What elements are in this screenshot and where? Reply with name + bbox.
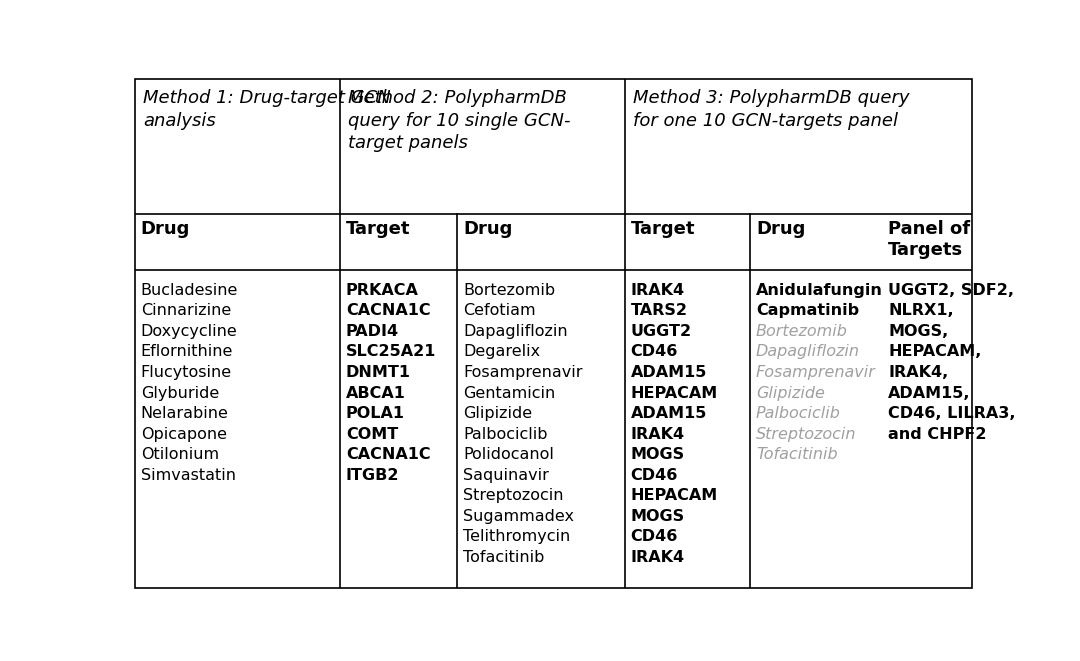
Text: Doxycycline: Doxycycline [140,324,238,339]
Text: MOGS: MOGS [631,447,685,462]
Text: Capmatinib: Capmatinib [756,303,860,319]
Text: Method 1: Drug-target GCN
analysis: Method 1: Drug-target GCN analysis [144,89,391,130]
Text: Dapagliflozin: Dapagliflozin [756,344,860,360]
Text: PADI4: PADI4 [346,324,399,339]
Text: Nelarabine: Nelarabine [140,406,229,421]
Text: Palbociclib: Palbociclib [463,426,548,442]
Text: CD46: CD46 [631,467,678,483]
Text: Polidocanol: Polidocanol [463,447,554,462]
Text: ABCA1: ABCA1 [346,385,406,401]
Text: and CHPF2: and CHPF2 [889,426,987,442]
Text: Bortezomib: Bortezomib [756,324,848,339]
Text: POLA1: POLA1 [346,406,405,421]
Text: HEPACAM: HEPACAM [631,488,718,503]
Text: ADAM15,: ADAM15, [889,385,971,401]
Text: Anidulafungin: Anidulafungin [756,283,883,298]
Text: ADAM15: ADAM15 [631,365,707,380]
Text: IRAK4,: IRAK4, [889,365,948,380]
Text: Method 3: PolypharmDB query
for one 10 GCN-targets panel: Method 3: PolypharmDB query for one 10 G… [633,89,909,130]
Text: CACNA1C: CACNA1C [346,303,431,319]
Text: TARS2: TARS2 [631,303,688,319]
Text: Saquinavir: Saquinavir [463,467,549,483]
Text: Gentamicin: Gentamicin [463,385,555,401]
Text: Target: Target [631,220,696,239]
Text: Otilonium: Otilonium [140,447,219,462]
Text: Glipizide: Glipizide [756,385,825,401]
Text: Eflornithine: Eflornithine [140,344,233,360]
Text: HEPACAM,: HEPACAM, [889,344,982,360]
Text: Bortezomib: Bortezomib [463,283,555,298]
Text: ADAM15: ADAM15 [631,406,707,421]
Text: Opicapone: Opicapone [140,426,227,442]
Text: UGGT2, SDF2,: UGGT2, SDF2, [889,283,1014,298]
Text: Degarelix: Degarelix [463,344,540,360]
Text: Glipizide: Glipizide [463,406,532,421]
Text: Cinnarizine: Cinnarizine [140,303,231,319]
Text: MOGS: MOGS [631,509,685,524]
Text: Fosamprenavir: Fosamprenavir [463,365,582,380]
Text: ITGB2: ITGB2 [346,467,400,483]
Text: CACNA1C: CACNA1C [346,447,431,462]
Text: Palbociclib: Palbociclib [756,406,841,421]
Text: Drug: Drug [140,220,190,239]
Text: Sugammadex: Sugammadex [463,509,575,524]
Text: Fosamprenavir: Fosamprenavir [756,365,876,380]
Text: CD46: CD46 [631,344,678,360]
Text: IRAK4: IRAK4 [631,550,685,564]
Text: SLC25A21: SLC25A21 [346,344,436,360]
Text: Bucladesine: Bucladesine [140,283,239,298]
Text: Simvastatin: Simvastatin [140,467,235,483]
Text: NLRX1,: NLRX1, [889,303,954,319]
Text: Tofacitinib: Tofacitinib [463,550,544,564]
Text: Method 2: PolypharmDB
query for 10 single GCN-
target panels: Method 2: PolypharmDB query for 10 singl… [349,89,571,152]
Text: PRKACA: PRKACA [346,283,419,298]
Text: Glyburide: Glyburide [140,385,219,401]
Text: COMT: COMT [346,426,399,442]
Text: Streptozocin: Streptozocin [756,426,856,442]
Text: Cefotiam: Cefotiam [463,303,536,319]
Text: UGGT2: UGGT2 [631,324,691,339]
Text: Streptozocin: Streptozocin [463,488,564,503]
Text: IRAK4: IRAK4 [631,283,685,298]
Text: HEPACAM: HEPACAM [631,385,718,401]
Text: Panel of
Targets: Panel of Targets [889,220,971,259]
Text: Tofacitinib: Tofacitinib [756,447,838,462]
Text: MOGS,: MOGS, [889,324,948,339]
Text: CD46, LILRA3,: CD46, LILRA3, [889,406,1016,421]
Text: Telithromycin: Telithromycin [463,529,570,544]
Text: Drug: Drug [463,220,513,239]
Text: Drug: Drug [756,220,806,239]
Text: CD46: CD46 [631,529,678,544]
Text: Dapagliflozin: Dapagliflozin [463,324,568,339]
Text: IRAK4: IRAK4 [631,426,685,442]
Text: DNMT1: DNMT1 [346,365,410,380]
Text: Target: Target [346,220,410,239]
Text: Flucytosine: Flucytosine [140,365,232,380]
